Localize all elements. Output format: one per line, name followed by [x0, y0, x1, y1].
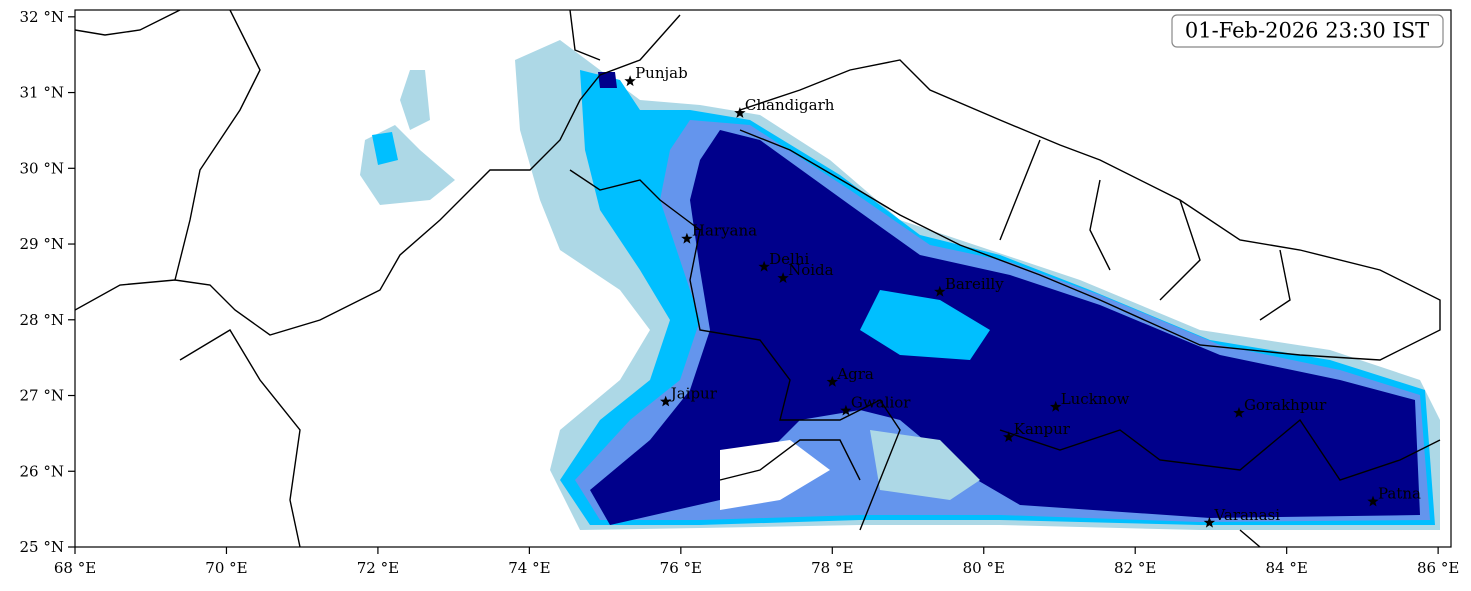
city-marker	[777, 272, 789, 283]
border	[75, 14, 681, 336]
y-tick-label: 32 °N	[20, 8, 64, 26]
city-marker	[1367, 495, 1379, 507]
city-label: Jaipur	[669, 385, 718, 403]
border	[739, 59, 1441, 361]
city-marker	[1233, 406, 1245, 418]
city-marker	[1003, 431, 1015, 442]
y-tick-label: 31 °N	[20, 84, 64, 102]
city-label: Delhi	[769, 250, 809, 268]
border	[179, 329, 1441, 547]
y-tick-label: 26 °N	[20, 462, 64, 480]
x-tick-label: 74 °E	[508, 559, 550, 577]
y-tick-label: 30 °N	[20, 159, 64, 177]
y-tick-label: 25 °N	[20, 538, 64, 556]
city-label: Noida	[788, 261, 834, 279]
x-tick-label: 84 °E	[1266, 559, 1308, 577]
city-label: Bareilly	[945, 275, 1004, 293]
y-tick-label: 27 °N	[20, 387, 64, 405]
rain-intense	[590, 130, 1420, 525]
x-tick-label: 68 °E	[54, 559, 96, 577]
border	[999, 139, 1291, 321]
x-tick-label: 70 °E	[205, 559, 247, 577]
x-tick-label: 72 °E	[357, 559, 399, 577]
rain-light	[400, 70, 430, 130]
timestamp-box	[1171, 14, 1444, 48]
border	[569, 10, 901, 531]
city-marker	[1050, 400, 1062, 412]
city-marker	[1203, 516, 1216, 528]
city-label: Agra	[836, 365, 874, 383]
city-marker	[681, 232, 693, 244]
y-tick-label: 29 °N	[20, 235, 64, 253]
city-label: Kanpur	[1014, 420, 1071, 438]
city-label: Punjab	[635, 64, 688, 82]
x-tick-label: 86 °E	[1417, 559, 1459, 577]
border	[75, 10, 261, 281]
timestamp-text: 01-Feb-2026 23:30 IST	[1185, 19, 1429, 43]
city-marker	[934, 285, 946, 297]
timestamp: 01-Feb-2026 23:30 IST	[1171, 14, 1444, 48]
city-label: Chandigarh	[745, 96, 835, 114]
rain-gap	[860, 290, 990, 360]
x-tick-label: 80 °E	[963, 559, 1005, 577]
plot-frame	[74, 9, 1452, 548]
city-marker	[758, 260, 770, 272]
city-label: Patna	[1378, 485, 1421, 503]
rain-gap	[720, 440, 830, 510]
city-marker	[826, 375, 838, 387]
city-label: Gorakhpur	[1244, 396, 1327, 414]
city-marker	[840, 404, 852, 416]
city-label: Haryana	[692, 222, 757, 240]
city-marker	[734, 107, 746, 118]
precipitation	[75, 10, 1441, 547]
city-marker	[624, 75, 636, 87]
x-tick-label: 78 °E	[811, 559, 853, 577]
city-marker	[660, 395, 672, 407]
city-label: Gwalior	[851, 394, 911, 412]
x-tick-label: 82 °E	[1114, 559, 1156, 577]
rain-gap	[870, 430, 980, 500]
y-tick-label: 28 °N	[20, 311, 64, 329]
city-label: Lucknow	[1061, 390, 1130, 408]
rain-medium	[372, 132, 398, 165]
x-tick-label: 76 °E	[660, 559, 702, 577]
rain-spot	[598, 72, 617, 88]
city-label: Varanasi	[1213, 506, 1280, 524]
